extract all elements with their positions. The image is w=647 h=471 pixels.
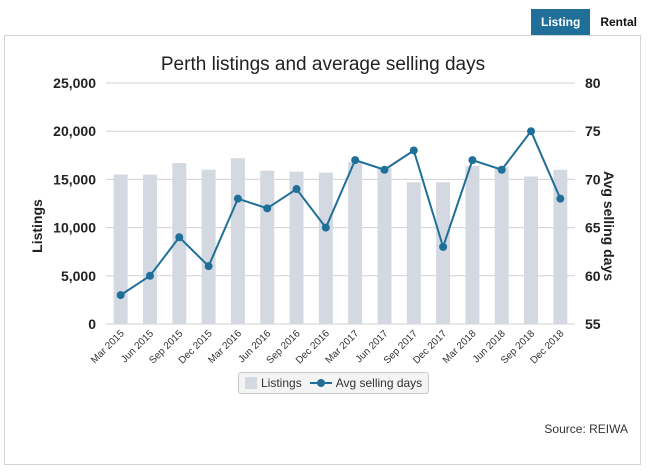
bar[interactable] xyxy=(230,158,245,324)
line-point[interactable] xyxy=(263,204,272,213)
line-point[interactable] xyxy=(380,165,389,174)
line-point[interactable] xyxy=(116,291,125,300)
y-tick-label: 15,000 xyxy=(53,171,96,187)
legend-label-listings: Listings xyxy=(261,376,302,390)
line-point[interactable] xyxy=(204,262,213,271)
line-point[interactable] xyxy=(145,271,154,280)
y-axis-right: 55 60 65 70 75 80 xyxy=(585,75,601,332)
bar[interactable] xyxy=(377,167,392,324)
y2-tick-label: 75 xyxy=(585,123,601,139)
legend-bar-swatch xyxy=(245,377,257,389)
y-tick-label: 20,000 xyxy=(53,123,96,139)
y2-tick-label: 60 xyxy=(585,268,601,284)
chart: Perth listings and average selling days … xyxy=(29,54,617,366)
y2-axis-label: Avg selling days xyxy=(601,171,617,281)
bar[interactable] xyxy=(465,165,480,324)
legend: Listings Avg selling days xyxy=(238,372,430,394)
line-point[interactable] xyxy=(175,233,184,242)
bar[interactable] xyxy=(289,171,304,324)
chart-panel: Perth listings and average selling days … xyxy=(4,35,641,465)
line-point[interactable] xyxy=(468,156,477,165)
bar[interactable] xyxy=(553,169,568,324)
bar[interactable] xyxy=(494,166,509,324)
tab-rental[interactable]: Rental xyxy=(590,9,647,35)
line-point[interactable] xyxy=(292,185,301,194)
legend-item-selling-days[interactable]: Avg selling days xyxy=(309,376,423,390)
bar[interactable] xyxy=(524,176,539,324)
line-point[interactable] xyxy=(351,156,360,165)
y-axis-label: Listings xyxy=(29,199,45,253)
legend-line-swatch xyxy=(309,379,332,387)
bar[interactable] xyxy=(113,174,128,324)
y2-tick-label: 80 xyxy=(585,75,601,91)
tab-listing[interactable]: Listing xyxy=(530,9,591,40)
y2-tick-label: 65 xyxy=(585,220,601,236)
chart-title: Perth listings and average selling days xyxy=(161,54,485,75)
line-series xyxy=(116,127,565,300)
line-point[interactable] xyxy=(497,165,506,174)
y-tick-label: 5,000 xyxy=(61,268,96,284)
y2-tick-label: 70 xyxy=(585,171,601,187)
bar[interactable] xyxy=(260,170,275,324)
bar[interactable] xyxy=(436,182,451,324)
line-point[interactable] xyxy=(321,223,330,232)
legend-item-listings[interactable]: Listings xyxy=(245,376,302,390)
bar[interactable] xyxy=(142,174,157,324)
bar[interactable] xyxy=(318,172,333,324)
line-point[interactable] xyxy=(527,127,536,136)
tab-bar: Listing Rental xyxy=(530,9,647,40)
y-tick-label: 25,000 xyxy=(53,75,96,91)
bar[interactable] xyxy=(348,162,363,324)
bar-series xyxy=(113,158,568,324)
bar[interactable] xyxy=(201,169,216,324)
legend-label-selling-days: Avg selling days xyxy=(335,376,423,390)
line-point[interactable] xyxy=(556,194,565,203)
line-point[interactable] xyxy=(439,242,448,251)
series-line xyxy=(120,129,562,296)
bar[interactable] xyxy=(172,163,187,324)
y2-tick-label: 55 xyxy=(585,316,601,332)
bar[interactable] xyxy=(406,182,421,324)
y-tick-label: 0 xyxy=(88,316,96,332)
source-note: Source: REIWA xyxy=(544,422,628,436)
line-point[interactable] xyxy=(233,194,242,203)
line-point[interactable] xyxy=(409,146,418,155)
y-axis-left: 0 5,000 10,000 15,000 20,000 25,000 xyxy=(53,75,96,332)
y-tick-label: 10,000 xyxy=(53,220,96,236)
